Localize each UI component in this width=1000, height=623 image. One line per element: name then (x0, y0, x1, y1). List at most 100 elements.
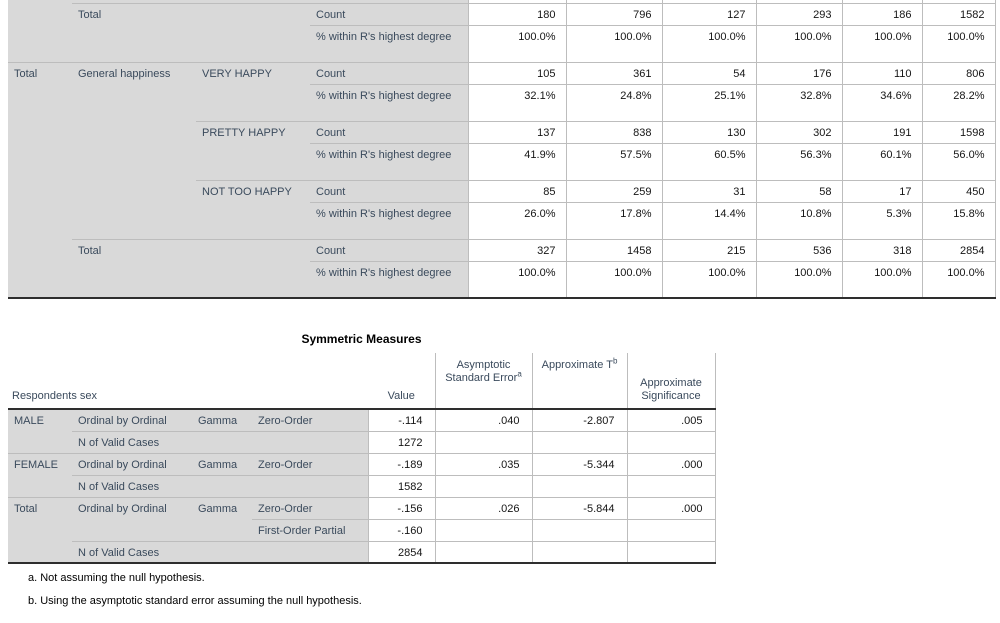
statistic-label: Gamma (192, 496, 252, 541)
empty-cell (531, 430, 627, 453)
statistic-label: Gamma (192, 409, 252, 431)
n-valid-cell: 1272 (367, 430, 435, 453)
table-row: % within R's highest degree 41.9% 57.5% … (8, 142, 995, 180)
pct-cell: 57.5% (565, 142, 662, 180)
symmetric-measures-title: Symmetric Measures (301, 332, 422, 346)
pct-cell: 100.0% (661, 260, 756, 298)
pct-cell: 100.0% (565, 260, 662, 298)
count-cell: 259 (565, 179, 662, 202)
pct-cell: 60.5% (661, 142, 756, 180)
pct-cell: 56.3% (755, 142, 842, 180)
count-cell: 450 (921, 179, 995, 202)
order-label: First-Order Partial (252, 518, 368, 541)
stat-label-pct: % within R's highest degree (310, 142, 468, 180)
pct-cell: 100.0% (921, 260, 995, 298)
pct-cell: 10.8% (755, 201, 842, 239)
count-cell: 838 (565, 120, 662, 143)
table-row: Total Ordinal by Ordinal Gamma Zero-Orde… (8, 496, 715, 563)
table-row: N of Valid Cases 1582 (8, 474, 715, 497)
pct-cell: 34.6% (841, 83, 922, 121)
pct-cell: 24.8% (565, 83, 662, 121)
count-cell: 1458 (565, 238, 662, 261)
approx-t-cell: -5.844 (531, 496, 627, 519)
column-header-approx-sig: Approximate Significance (626, 353, 715, 410)
ase-cell: .040 (434, 409, 532, 431)
count-cell: 17 (841, 179, 922, 202)
count-cell: 31 (661, 179, 756, 202)
empty-cell (626, 474, 715, 497)
stat-label-pct: % within R's highest degree (310, 24, 468, 62)
n-valid-label: N of Valid Cases (72, 430, 368, 453)
table-row: FEMALE Ordinal by Ordinal Gamma Zero-Ord… (8, 452, 715, 497)
pct-cell: 100.0% (467, 24, 566, 62)
column-header-ase: Asymptotic Standard Errora (434, 353, 532, 410)
label-area-sliver (8, 0, 468, 3)
count-cell: 806 (921, 61, 995, 84)
ase-cell: .035 (434, 452, 532, 475)
count-cell: 191 (841, 120, 922, 143)
table-row: First-Order Partial -.160 (8, 518, 715, 541)
order-label: Zero-Order (252, 496, 368, 519)
pct-cell: 17.8% (565, 201, 662, 239)
pct-cell: 100.0% (755, 260, 842, 298)
pct-cell: 28.2% (921, 83, 995, 121)
empty-cell (626, 540, 715, 563)
empty-cell (434, 540, 532, 563)
stat-label-count: Count (310, 2, 468, 25)
table-row: % within R's highest degree 100.0% 100.0… (8, 24, 995, 62)
approx-sig-cell: .000 (626, 496, 715, 519)
value-cell: -.156 (367, 496, 435, 519)
empty-cell (531, 518, 627, 541)
pct-cell: 56.0% (921, 142, 995, 180)
stat-label-pct: % within R's highest degree (310, 260, 468, 298)
approx-sig-cell: .005 (626, 409, 715, 431)
count-cell: 54 (661, 61, 756, 84)
table-row: N of Valid Cases 2854 (8, 540, 715, 563)
pct-cell: 15.8% (921, 201, 995, 239)
stat-label-count: Count (310, 120, 468, 143)
cell (921, 0, 995, 3)
pct-cell: 100.0% (565, 24, 662, 62)
n-valid-cell: 1582 (367, 474, 435, 497)
category-label: VERY HAPPY (196, 61, 310, 121)
category-label: NOT TOO HAPPY (196, 179, 310, 239)
count-cell: 186 (841, 2, 922, 25)
count-cell: 85 (467, 179, 566, 202)
symmetric-measures-table: Respondents sex Value Asymptotic Standar… (8, 353, 716, 564)
empty-cell (434, 474, 532, 497)
count-cell: 318 (841, 238, 922, 261)
empty-cell (434, 430, 532, 453)
approx-t-cell: -2.807 (531, 409, 627, 431)
pct-cell: 100.0% (841, 260, 922, 298)
count-cell: 1598 (921, 120, 995, 143)
table-row: PRETTY HAPPY Count 137 838 130 302 191 1… (8, 120, 995, 180)
count-cell: 215 (661, 238, 756, 261)
empty-cell (626, 518, 715, 541)
value-cell: -.189 (367, 452, 435, 475)
sex-group-label: Total (8, 61, 72, 298)
cell (755, 0, 842, 3)
empty-cell (626, 430, 715, 453)
count-cell: 293 (755, 2, 842, 25)
pct-cell: 100.0% (755, 24, 842, 62)
sex-label: MALE (8, 409, 72, 453)
footnote-marker-b: b (612, 356, 618, 366)
table-row (8, 0, 995, 3)
row-label-total: Total (72, 2, 310, 62)
footnote-a: a. Not assuming the null hypothesis. (28, 572, 205, 584)
empty-cell (531, 474, 627, 497)
count-cell: 302 (755, 120, 842, 143)
stat-label-count: Count (310, 61, 468, 84)
stat-label-count: Count (310, 238, 468, 261)
variable-label: General happiness (72, 61, 196, 239)
n-valid-cell: 2854 (367, 540, 435, 563)
ase-cell: .026 (434, 496, 532, 519)
count-cell: 361 (565, 61, 662, 84)
pct-cell: 32.1% (467, 83, 566, 121)
n-valid-label: N of Valid Cases (72, 540, 368, 563)
cell (841, 0, 922, 3)
table-row: % within R's highest degree 32.1% 24.8% … (8, 83, 995, 121)
count-cell: 1582 (921, 2, 995, 25)
table-row: Total Count 327 1458 215 536 318 2854 (8, 238, 995, 298)
column-header-value: Value (368, 353, 435, 410)
